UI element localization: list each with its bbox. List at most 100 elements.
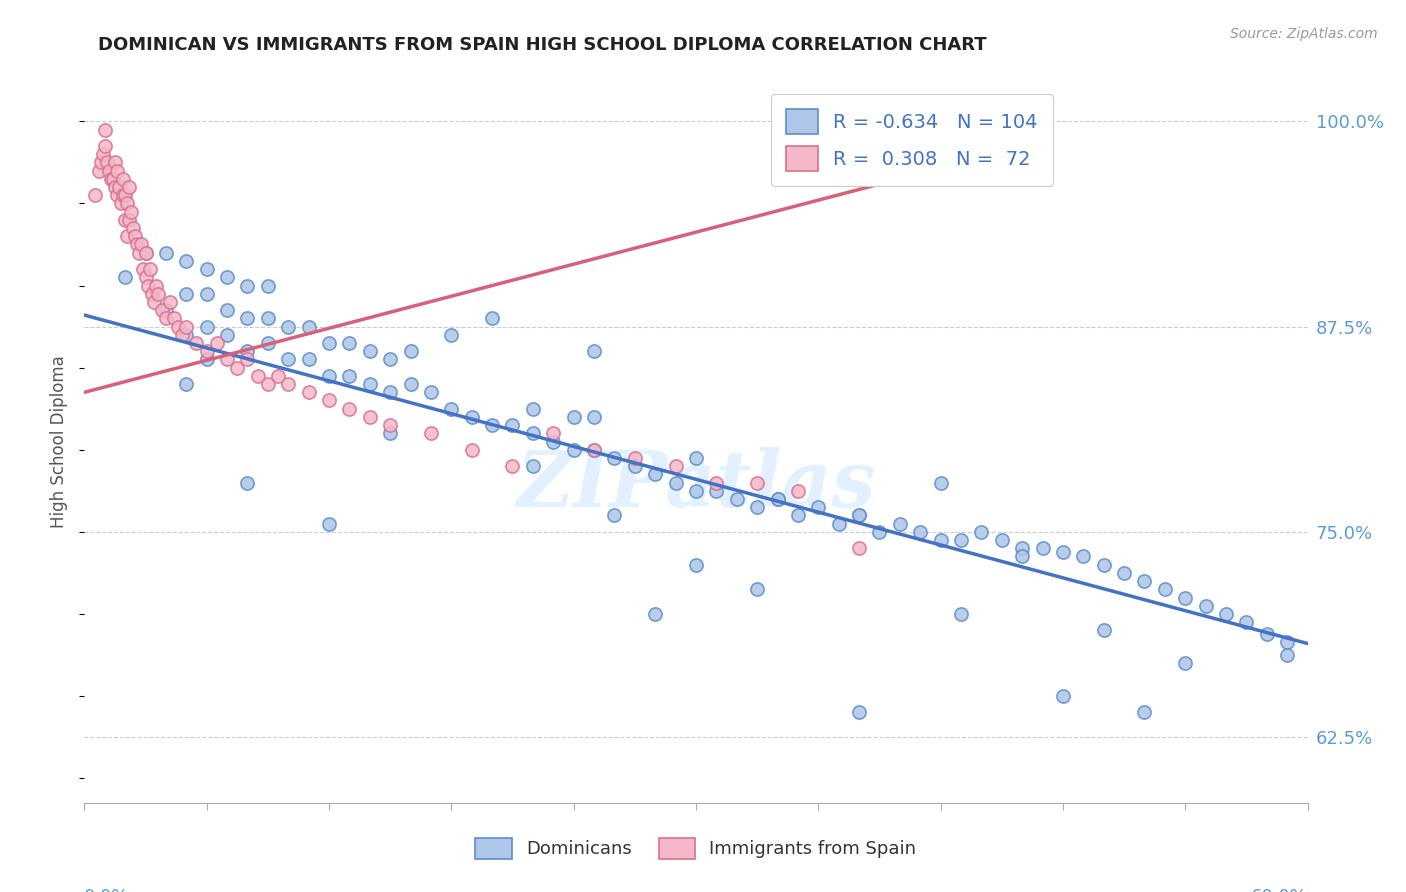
Point: [420, 385, 443, 400]
Point: [91, 147, 114, 161]
Point: [217, 303, 239, 318]
Point: [461, 442, 484, 457]
Point: [142, 295, 165, 310]
Point: [950, 607, 973, 621]
Point: [665, 475, 688, 490]
Point: [135, 245, 157, 260]
Point: [889, 516, 911, 531]
Point: [167, 319, 190, 334]
Point: [114, 270, 136, 285]
Point: [685, 450, 707, 465]
Point: [380, 385, 402, 400]
Point: [124, 229, 146, 244]
Point: [543, 434, 565, 449]
Point: [1215, 607, 1237, 621]
Point: [87, 163, 110, 178]
Point: [339, 401, 361, 416]
Point: [96, 155, 118, 169]
Point: [1032, 541, 1054, 556]
Point: [685, 558, 707, 572]
Point: [522, 401, 544, 416]
Point: [146, 286, 169, 301]
Point: [318, 516, 340, 531]
Point: [339, 368, 361, 383]
Point: [461, 409, 484, 424]
Point: [665, 459, 688, 474]
Point: [583, 344, 606, 359]
Text: Source: ZipAtlas.com: Source: ZipAtlas.com: [1230, 27, 1378, 41]
Point: [217, 270, 239, 285]
Point: [1277, 648, 1299, 662]
Point: [277, 377, 299, 392]
Point: [562, 409, 585, 424]
Point: [298, 319, 321, 334]
Point: [110, 196, 132, 211]
Point: [747, 582, 769, 597]
Point: [217, 352, 239, 367]
Text: 60.0%: 60.0%: [1251, 888, 1308, 892]
Text: ZIPatlas: ZIPatlas: [516, 447, 876, 523]
Point: [583, 442, 606, 457]
Point: [848, 706, 870, 720]
Point: [298, 385, 321, 400]
Point: [1195, 599, 1218, 613]
Point: [174, 327, 197, 342]
Point: [624, 450, 647, 465]
Point: [93, 122, 115, 136]
Point: [848, 541, 870, 556]
Point: [226, 360, 249, 375]
Point: [150, 303, 173, 318]
Point: [828, 516, 851, 531]
Point: [138, 262, 160, 277]
Point: [104, 155, 127, 169]
Point: [236, 311, 259, 326]
Point: [929, 475, 952, 490]
Point: [583, 409, 606, 424]
Point: [104, 180, 127, 194]
Y-axis label: High School Diploma: High School Diploma: [51, 355, 69, 528]
Point: [502, 459, 524, 474]
Point: [195, 344, 218, 359]
Point: [105, 188, 128, 202]
Point: [706, 475, 728, 490]
Point: [174, 319, 197, 334]
Point: [135, 245, 157, 260]
Point: [380, 418, 402, 433]
Point: [725, 491, 748, 506]
Point: [145, 278, 167, 293]
Point: [277, 319, 299, 334]
Point: [359, 377, 381, 392]
Point: [1011, 549, 1033, 564]
Point: [502, 418, 524, 433]
Point: [991, 533, 1014, 547]
Point: [787, 508, 810, 523]
Point: [97, 163, 120, 178]
Point: [1052, 689, 1074, 703]
Point: [950, 533, 973, 547]
Point: [195, 286, 218, 301]
Point: [257, 278, 280, 293]
Point: [155, 311, 177, 326]
Point: [1277, 635, 1299, 649]
Point: [195, 352, 218, 367]
Point: [583, 442, 606, 457]
Legend: Dominicans, Immigrants from Spain: Dominicans, Immigrants from Spain: [468, 830, 924, 866]
Point: [807, 500, 830, 515]
Point: [318, 336, 340, 351]
Text: 0.0%: 0.0%: [84, 888, 129, 892]
Point: [141, 286, 163, 301]
Point: [706, 483, 728, 498]
Point: [236, 352, 259, 367]
Point: [246, 368, 269, 383]
Point: [380, 426, 402, 441]
Point: [1154, 582, 1177, 597]
Point: [120, 204, 142, 219]
Point: [236, 344, 259, 359]
Point: [1236, 615, 1258, 630]
Point: [115, 229, 138, 244]
Point: [131, 237, 153, 252]
Point: [257, 311, 280, 326]
Point: [747, 500, 769, 515]
Point: [101, 171, 124, 186]
Point: [1256, 626, 1278, 640]
